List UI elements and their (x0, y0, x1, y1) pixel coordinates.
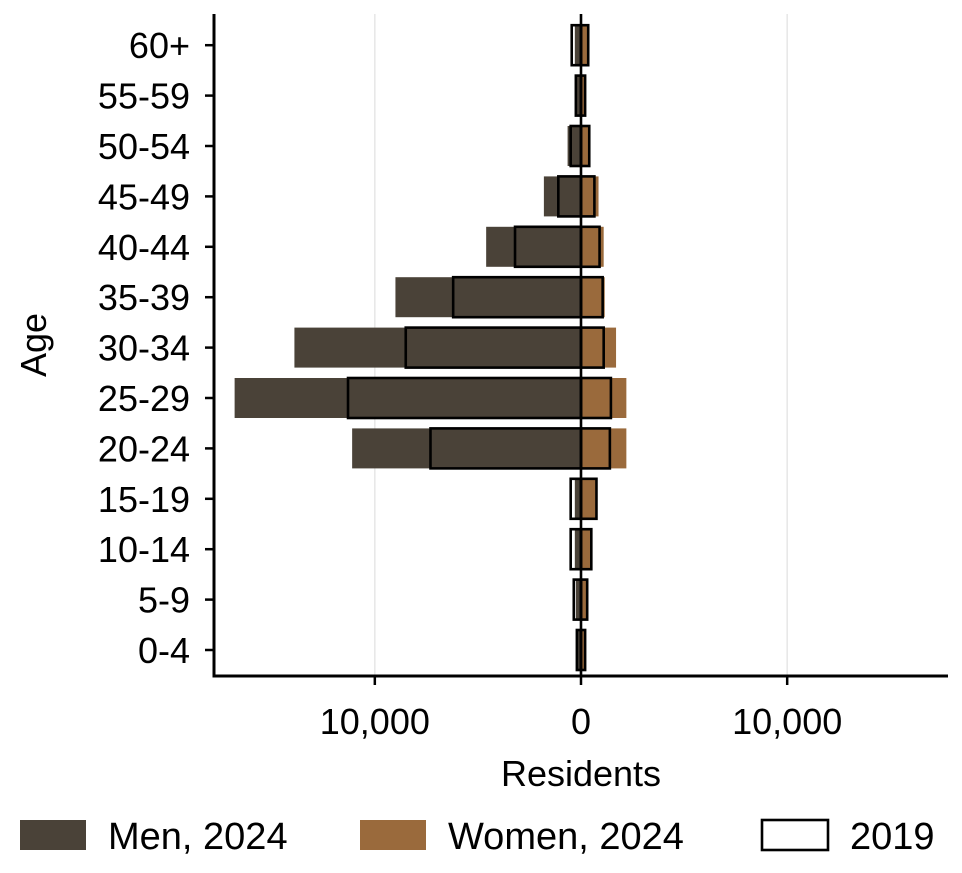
bar-women-2024-60+ (581, 25, 589, 66)
legend: Men, 2024 Women, 2024 2019 (20, 816, 935, 858)
y-tick-label-10-14: 10-14 (98, 529, 190, 570)
legend-label-0: Men, 2024 (108, 816, 288, 858)
bar-women-2024-20-24 (581, 428, 627, 469)
bar-men-2024-55-59 (575, 75, 581, 116)
x-tick-label-1: 0 (571, 701, 591, 742)
x-axis-title: Residents (501, 753, 661, 794)
bar-women-2024-55-59 (581, 75, 585, 116)
y-tick-label-45-49: 45-49 (98, 176, 190, 217)
bar-men-2024-15-19 (574, 478, 581, 519)
y-tick-label-25-29: 25-29 (98, 378, 190, 419)
legend-swatch-2 (760, 818, 830, 852)
y-tick-label-55-59: 55-59 (98, 76, 190, 117)
bars (234, 23, 627, 672)
y-tick-label-20-24: 20-24 (98, 428, 190, 469)
x-axis-ticks: 10,000 0 10,000 (320, 676, 842, 742)
bar-women-2024-30-34 (581, 327, 617, 368)
bar-men-2024-0-4 (577, 630, 581, 670)
bar-men-2024-20-24 (352, 428, 581, 469)
bar-men-2024-35-39 (395, 277, 581, 318)
x-tick-label-2: 10,000 (732, 701, 842, 742)
y-tick-label-35-39: 35-39 (98, 277, 190, 318)
y-axis-ticks: 0-4 5-9 10-14 15-19 20-24 25-29 30-34 35-39 40-4… (98, 25, 214, 671)
y-axis-title: Age (13, 313, 54, 377)
y-tick-label-15-19: 15-19 (98, 479, 190, 520)
legend-label-2: 2019 (850, 816, 935, 858)
bar-men-2024-10-14 (574, 529, 581, 570)
bar-men-2024-40-44 (486, 226, 581, 267)
bar-women-2024-5-9 (581, 579, 588, 620)
bar-women-2024-10-14 (581, 529, 592, 570)
bar-men-2024-5-9 (575, 579, 581, 620)
x-tick-label-0: 10,000 (320, 701, 430, 742)
bar-men-2024-25-29 (234, 378, 581, 418)
y-tick-label-30-34: 30-34 (98, 328, 190, 369)
bar-men-2024-30-34 (294, 327, 581, 368)
bar-women-2024-40-44 (581, 226, 604, 267)
legend-swatch-0 (20, 820, 86, 850)
bar-women-2024-35-39 (581, 277, 605, 318)
legend-swatch-1 (360, 820, 426, 850)
bar-men-2024-45-49 (543, 176, 581, 217)
bar-women-2024-45-49 (581, 176, 599, 217)
bar-men-2024-60+ (574, 25, 581, 66)
bar-women-2024-15-19 (581, 478, 597, 519)
y-tick-label-50-54: 50-54 (98, 126, 190, 167)
y-tick-label-0-4: 0-4 (138, 630, 190, 671)
bar-women-2024-50-54 (581, 126, 590, 166)
legend-label-1: Women, 2024 (448, 816, 684, 858)
y-tick-label-40-44: 40-44 (98, 227, 190, 268)
bar-women-2024-0-4 (581, 630, 586, 670)
y-tick-label-60+: 60+ (129, 25, 190, 66)
bar-women-2024-25-29 (581, 378, 627, 418)
y-tick-label-5-9: 5-9 (138, 580, 190, 621)
